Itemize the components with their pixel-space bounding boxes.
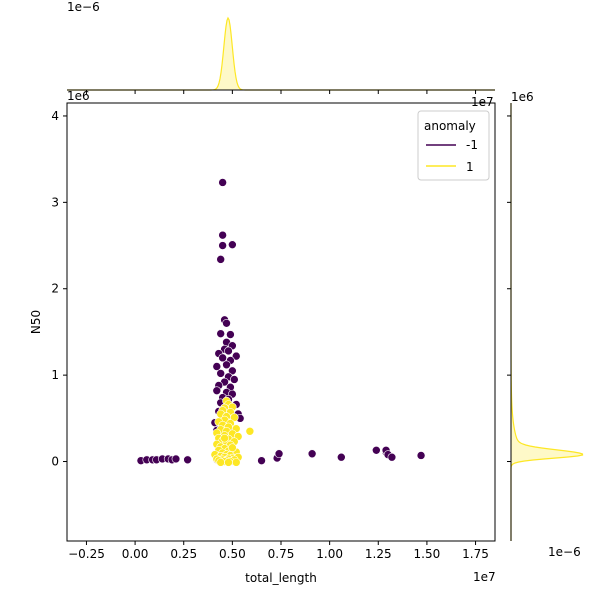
point-anomaly-neg1 [183,455,192,465]
right-marginal: 1e6 1e−6 [507,90,584,559]
x-axis-label: total_length [245,571,317,585]
point-anomaly-pos1 [228,443,237,452]
x-tick-label: 0.00 [122,547,149,561]
point-anomaly-neg1 [218,353,227,363]
y-offset-label: 1e6 [67,89,90,103]
top-marginal-kde-line [67,16,495,91]
point-anomaly-pos1 [230,413,239,422]
point-anomaly-neg1 [230,375,239,384]
top-marginal-kde-fill [67,18,495,90]
legend-label-neg1: -1 [466,138,478,152]
point-anomaly-neg1 [216,329,225,338]
point-anomaly-neg1 [222,360,231,370]
point-anomaly-neg1 [387,452,397,462]
x-tick-label: 1.25 [365,547,392,561]
right-marginal-kde-fill [511,103,583,541]
point-anomaly-neg1 [226,330,235,339]
x-tick-label: 1.75 [462,547,489,561]
point-anomaly-neg1 [171,454,181,464]
point-anomaly-neg1 [274,449,284,459]
top-marginal-ticks [85,90,477,94]
top-marginal-right-label: 1e7 [471,95,494,109]
legend-label-pos1: 1 [466,160,474,174]
point-anomaly-neg1 [307,449,317,459]
legend-title: anomaly [424,119,476,133]
right-marginal-kde-line [510,103,584,541]
point-anomaly-neg1 [228,240,237,249]
top-marginal-offset-label: 1e−6 [67,0,100,14]
point-anomaly-pos1 [224,458,233,467]
point-anomaly-neg1 [218,241,227,250]
scatter-points [136,178,426,467]
y-tick-label: 1 [51,368,59,382]
point-anomaly-neg1 [212,386,222,395]
point-anomaly-neg1 [216,369,225,378]
point-anomaly-neg1 [212,362,222,371]
right-marginal-ticks [507,115,511,463]
point-anomaly-neg1 [231,351,241,361]
point-anomaly-neg1 [218,230,227,240]
y-ticks-group: 0 1 2 3 4 [51,109,67,469]
y-tick-label: 4 [51,109,59,123]
x-tick-label: 1.00 [316,547,343,561]
point-anomaly-neg1 [228,366,237,376]
x-tick-label: 0.75 [268,547,295,561]
top-marginal: 1e−6 1e7 [67,0,495,109]
point-anomaly-neg1 [224,346,233,356]
x-tick-label: 0.50 [219,547,246,561]
point-anomaly-pos1 [220,433,229,443]
point-anomaly-neg1 [372,445,381,455]
point-anomaly-pos1 [216,458,225,467]
x-tick-label: 0.25 [170,547,197,561]
legend: anomaly -1 1 [417,110,490,181]
y-tick-label: 3 [51,195,59,209]
y-tick-label: 0 [51,455,59,469]
y-axis-label: N50 [29,310,43,334]
x-offset-label: 1e7 [473,570,496,584]
point-anomaly-pos1 [245,426,255,436]
x-tick-label: −0.25 [68,547,105,561]
right-marginal-offset-label: 1e−6 [548,545,581,559]
point-anomaly-pos1 [231,458,241,467]
point-anomaly-neg1 [416,451,426,460]
point-anomaly-neg1 [218,178,227,187]
x-tick-label: 1.50 [414,547,441,561]
point-anomaly-neg1 [222,318,231,328]
point-anomaly-neg1 [337,452,346,462]
right-marginal-top-label: 1e6 [511,90,534,104]
point-anomaly-neg1 [216,255,225,264]
point-anomaly-neg1 [257,456,266,465]
y-tick-label: 2 [51,282,59,296]
x-ticks-group: −0.25 0.00 0.25 0.50 0.75 1.00 1.25 1.50 1.75 [68,541,489,561]
